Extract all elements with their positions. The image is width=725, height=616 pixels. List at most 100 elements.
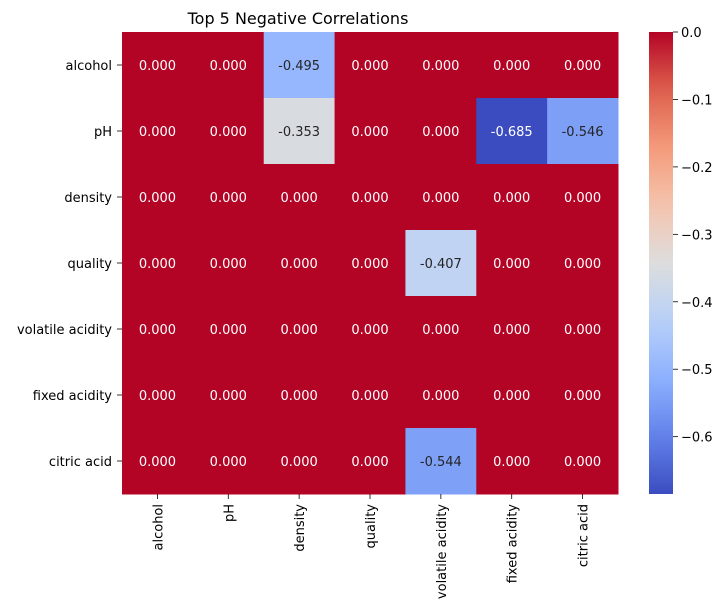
heatmap-cell: [547, 296, 619, 363]
cell-value-label: 0.000: [139, 59, 176, 74]
heatmap-cell: [476, 362, 548, 429]
cell-value-label: 0.000: [210, 455, 247, 470]
cell-value-label: 0.000: [210, 389, 247, 404]
heatmap-cell: [405, 98, 477, 165]
cell-value-label: 0.000: [139, 323, 176, 338]
x-tick-label: volatile acidity: [435, 504, 450, 599]
colorbar: 0.0 −0.1 −0.2 −0.3 −0.4 −0.5 −0.6: [649, 26, 713, 494]
heatmap-cell: [405, 164, 477, 231]
cell-value-label: 0.000: [351, 455, 388, 470]
cell-value-label: 0.000: [564, 389, 601, 404]
cell-value-label: 0.000: [493, 323, 530, 338]
heatmap-cell: [476, 164, 548, 231]
heatmap-cell: [334, 362, 406, 429]
cell-value-label: -0.685: [491, 125, 533, 140]
cell-value-label: 0.000: [564, 59, 601, 74]
cell-value-label: 0.000: [422, 125, 459, 140]
y-tick-label: fixed acidity: [33, 389, 113, 404]
cell-value-label: -0.407: [420, 257, 462, 272]
heatmap-cell: [263, 230, 336, 297]
cell-value-label: 0.000: [210, 59, 247, 74]
colorbar-tick-label: 0.0: [681, 26, 702, 41]
cell-value-label: 0.000: [351, 191, 388, 206]
cell-value-label: 0.000: [351, 125, 388, 140]
y-tick-labels: alcohol pH density quality volatile acidity f…: [17, 59, 122, 470]
heatmap-cell: [263, 164, 336, 231]
cell-value-label: -0.546: [562, 125, 604, 140]
heatmap-cell: [263, 428, 336, 495]
cell-value-label: 0.000: [210, 125, 247, 140]
heatmap-cell: [334, 230, 406, 297]
x-tick-labels: alcohol pH density quality volatile acidity f…: [151, 494, 592, 599]
cell-value-label: 0.000: [422, 323, 459, 338]
heatmap-cell: [476, 32, 548, 99]
cell-value-label: -0.495: [278, 59, 320, 74]
cell-value-label: 0.000: [281, 323, 318, 338]
heatmap-cell: [334, 98, 406, 165]
heatmap-cell: [122, 32, 194, 99]
heatmap-cell: [405, 428, 477, 495]
cell-value-label: 0.000: [210, 191, 247, 206]
cell-value-label: 0.000: [281, 389, 318, 404]
cell-value-label: 0.000: [564, 323, 601, 338]
cell-value-label: 0.000: [351, 59, 388, 74]
cell-value-label: 0.000: [422, 191, 459, 206]
colorbar-tick-label: −0.1: [681, 93, 713, 108]
heatmap-cell: [192, 98, 265, 165]
heatmap-cell: [122, 362, 194, 429]
colorbar-tick-label: −0.5: [681, 363, 713, 378]
colorbar-tick-label: −0.3: [681, 228, 713, 243]
colorbar-gradient: [649, 32, 673, 494]
cell-value-label: 0.000: [281, 257, 318, 272]
cell-value-label: 0.000: [422, 59, 459, 74]
heatmap-cell: [122, 428, 194, 495]
heatmap-cell: [405, 296, 477, 363]
heatmap-cell: [192, 362, 265, 429]
heatmap-cell: [263, 32, 336, 99]
cell-value-label: -0.353: [278, 125, 320, 140]
heatmap-cell: [192, 230, 265, 297]
cell-value-label: 0.000: [139, 455, 176, 470]
cell-value-label: 0.000: [493, 191, 530, 206]
heatmap-cell: [192, 32, 265, 99]
heatmap-cell: [192, 164, 265, 231]
chart-title: Top 5 Negative Correlations: [187, 9, 409, 28]
heatmap-cell: [547, 98, 619, 165]
x-tick-label: density: [293, 504, 308, 552]
y-tick-label: volatile acidity: [17, 323, 112, 338]
cell-value-label: 0.000: [564, 455, 601, 470]
cell-value-label: 0.000: [493, 257, 530, 272]
cell-value-label: 0.000: [351, 323, 388, 338]
heatmap-cell: [547, 164, 619, 231]
heatmap-cell: [405, 230, 477, 297]
heatmap-cell: [192, 296, 265, 363]
heatmap-cell: [122, 296, 194, 363]
y-tick-label: density: [64, 191, 112, 206]
cell-value-label: 0.000: [351, 257, 388, 272]
heatmap-cell: [122, 230, 194, 297]
colorbar-tick-label: −0.2: [681, 161, 713, 176]
colorbar-tick-label: −0.6: [681, 431, 713, 446]
cell-value-label: 0.000: [493, 455, 530, 470]
heatmap-cell: [476, 98, 548, 165]
cell-value-label: 0.000: [139, 125, 176, 140]
cell-value-label: -0.544: [420, 455, 462, 470]
x-tick-label: alcohol: [151, 504, 166, 550]
y-tick-label: citric acid: [49, 455, 112, 470]
cell-value-label: 0.000: [564, 191, 601, 206]
cell-value-label: 0.000: [351, 389, 388, 404]
cell-value-label: 0.000: [281, 455, 318, 470]
heatmap-cell: [334, 296, 406, 363]
cell-value-label: 0.000: [493, 59, 530, 74]
x-tick-label: quality: [364, 504, 379, 549]
heatmap-cell: [334, 32, 406, 99]
heatmap-cell: [547, 230, 619, 297]
heatmap-cell: [263, 362, 336, 429]
cell-value-label: 0.000: [422, 389, 459, 404]
cell-value-label: 0.000: [139, 257, 176, 272]
x-tick-label: fixed acidity: [506, 504, 521, 584]
y-tick-label: pH: [94, 125, 112, 140]
heatmap-cell: [263, 98, 336, 165]
heatmap-cell: [476, 230, 548, 297]
